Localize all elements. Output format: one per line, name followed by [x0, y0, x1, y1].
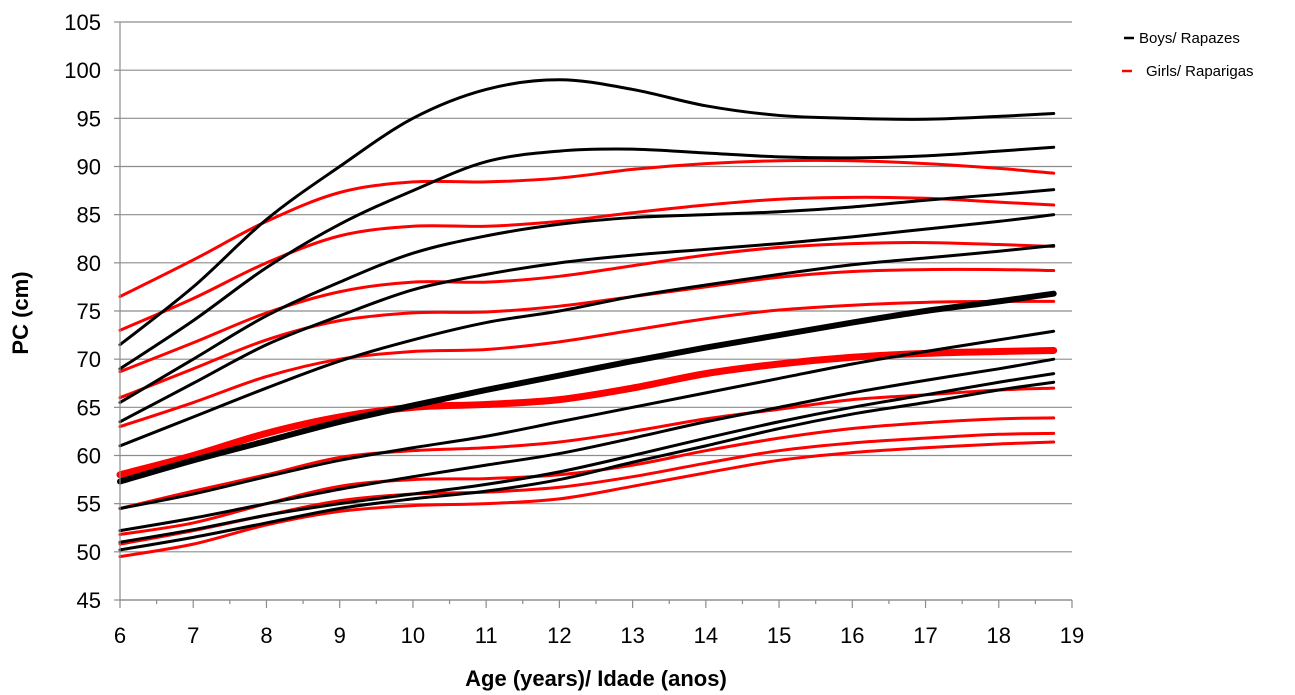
boys-series-line: [118, 78, 1056, 347]
boys-series-line: [118, 372, 1056, 544]
girls-series-line: [118, 241, 1056, 374]
y-tick-label: 60: [77, 444, 101, 469]
x-tick-label: 6: [114, 623, 126, 648]
y-axis-title: PC (cm): [8, 271, 33, 354]
girls-series-line: [118, 267, 1056, 400]
y-tick-label: 45: [77, 588, 101, 613]
girls-series-line: [118, 195, 1056, 332]
boys-series-line: [117, 290, 1057, 485]
x-tick-label: 19: [1060, 623, 1084, 648]
legend-label: Girls/ Raparigas: [1146, 63, 1254, 80]
x-tick-label: 12: [547, 623, 571, 648]
x-tick-label: 13: [620, 623, 644, 648]
y-tick-label: 85: [77, 203, 101, 228]
y-tick-label: 95: [77, 106, 101, 131]
boys-series-line: [118, 145, 1056, 371]
x-tick-labels: 6 7 8 9 10 11 12 13 14 15 16 17 18 19: [114, 623, 1084, 648]
y-tick-label: 80: [77, 251, 101, 276]
axes: [114, 21, 1073, 608]
x-tick-label: 11: [475, 623, 498, 648]
boys-series-line: [118, 357, 1056, 533]
girls-series-line: [118, 158, 1056, 299]
x-tick-label: 14: [694, 623, 718, 648]
x-tick-label: 16: [840, 623, 864, 648]
y-tick-label: 75: [77, 299, 101, 324]
boys-series-line: [118, 188, 1056, 405]
boys-series-line: [118, 243, 1056, 448]
boys-series-line: [118, 213, 1056, 424]
y-tick-label: 70: [77, 347, 101, 372]
legend-label: Boys/ Rapazes: [1139, 30, 1240, 47]
y-tick-label: 65: [77, 395, 101, 420]
chart-lines: [116, 78, 1058, 559]
grid: [120, 21, 1072, 601]
girls-series-line: [118, 299, 1056, 429]
girls-series-line: [118, 440, 1056, 559]
y-tick-label: 50: [77, 540, 101, 565]
y-tick-label: 55: [77, 492, 101, 517]
y-tick-labels: 45 50 55 60 65 70 75 80 85 90 95 100 105: [64, 10, 101, 613]
x-tick-label: 10: [401, 623, 425, 648]
boys-series-line: [118, 329, 1056, 510]
x-tick-label: 17: [913, 623, 937, 648]
x-tick-label: 18: [987, 623, 1011, 648]
y-tick-label: 105: [64, 10, 101, 35]
legend: Boys/ Rapazes Girls/ Raparigas: [1122, 30, 1254, 80]
x-tick-label: 8: [260, 623, 272, 648]
x-axis-title: Age (years)/ Idade (anos): [465, 666, 727, 691]
x-tick-label: 7: [187, 623, 199, 648]
boys-series-line: [118, 380, 1056, 552]
x-tick-label: 9: [334, 623, 346, 648]
y-tick-label: 100: [64, 58, 101, 83]
y-tick-label: 90: [77, 155, 101, 180]
x-tick-label: 15: [767, 623, 791, 648]
